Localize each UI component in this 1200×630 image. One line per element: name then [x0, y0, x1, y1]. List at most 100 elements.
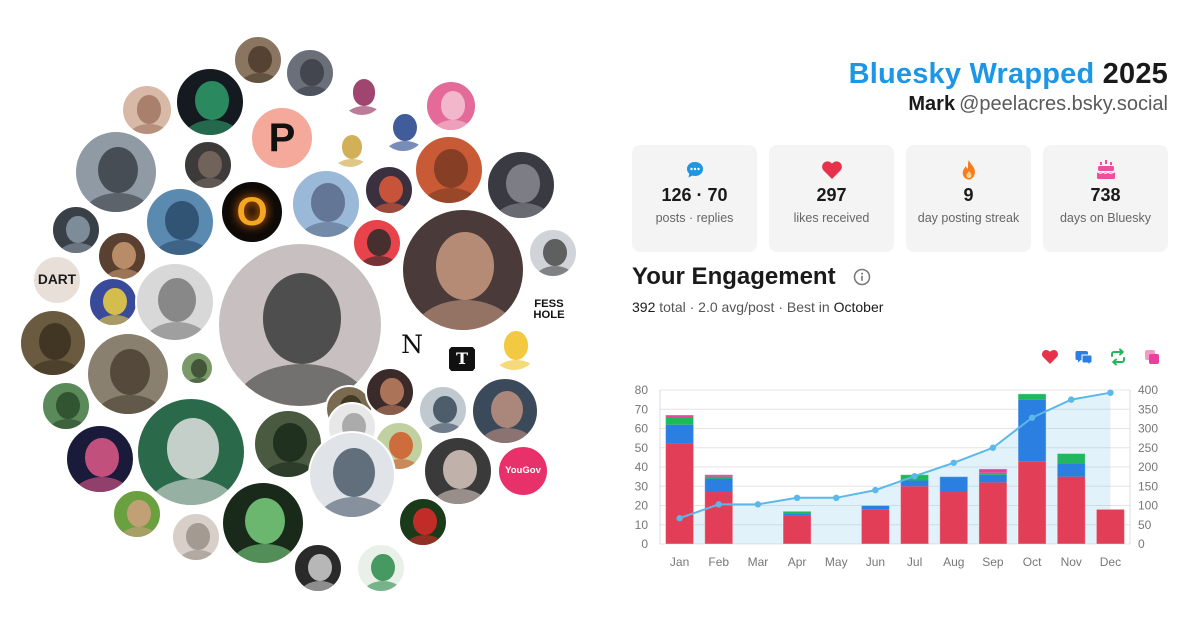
avatar-photo [300, 58, 324, 87]
follower-avatar[interactable] [352, 218, 402, 268]
cumulative-point [715, 501, 722, 508]
follower-avatar[interactable] [112, 489, 162, 539]
follower-avatar[interactable] [86, 332, 170, 416]
avatar-photo [380, 377, 404, 406]
avatar-shoulders [421, 187, 481, 203]
avatar-shoulders [82, 192, 154, 212]
avatar-shoulders [478, 428, 536, 443]
avatar-shoulders [176, 550, 219, 560]
follower-avatar[interactable] [528, 228, 578, 278]
avatar-shoulders [102, 269, 145, 279]
follower-avatar[interactable] [418, 385, 468, 435]
follower-avatar[interactable] [488, 320, 540, 372]
stat-value: 297 [816, 185, 847, 205]
quote-icon[interactable] [1143, 348, 1161, 366]
avatar-photo [198, 150, 222, 179]
avatar-shoulders [182, 119, 242, 135]
bar-segment [861, 505, 890, 510]
avatar-photo [262, 273, 342, 365]
follower-avatar[interactable] [253, 409, 323, 479]
follower-avatar[interactable] [51, 205, 101, 255]
follower-avatar[interactable]: N [392, 324, 432, 364]
avatar-shoulders [383, 141, 426, 151]
follower-avatar[interactable] [175, 67, 245, 137]
follower-avatar[interactable] [414, 135, 484, 205]
bar-segment [665, 424, 694, 444]
follower-avatar[interactable] [378, 103, 428, 153]
follower-avatar[interactable] [217, 242, 383, 408]
engagement-avg: 2.0 avg/post [698, 299, 775, 315]
follower-avatar[interactable] [364, 165, 414, 215]
follower-avatar[interactable] [88, 277, 138, 327]
user-handle[interactable]: @peelacres.bsky.social [959, 93, 1168, 115]
avatar-shoulders [290, 86, 333, 96]
follower-avatar[interactable]: O [220, 180, 284, 244]
bar-segment [1057, 476, 1086, 544]
avatar-photo [506, 164, 540, 203]
bar-segment [783, 515, 812, 544]
avatar-shoulders [370, 405, 413, 415]
follower-avatar[interactable] [180, 351, 214, 385]
follower-avatar[interactable] [291, 169, 361, 239]
follower-avatar[interactable]: P [250, 106, 314, 170]
follower-avatar[interactable] [471, 377, 539, 445]
avatar-photo [38, 322, 72, 361]
avatar-photo [186, 522, 210, 551]
heart-icon[interactable] [1041, 348, 1059, 366]
y-tick-label: 10 [635, 518, 649, 532]
replies-icon[interactable] [1075, 348, 1093, 366]
follower-avatar[interactable] [221, 481, 305, 565]
follower-avatar[interactable] [425, 80, 477, 132]
follower-avatar[interactable] [97, 231, 147, 281]
header: Bluesky Wrapped 2025 Mark @peelacres.bsky… [849, 58, 1168, 116]
cumulative-point [989, 444, 997, 451]
follower-avatar[interactable] [145, 187, 215, 257]
bar-segment [978, 472, 1007, 475]
follower-avatar[interactable] [19, 309, 87, 377]
y2-tick-label: 100 [1138, 499, 1158, 513]
follower-avatar[interactable] [486, 150, 556, 220]
follower-avatar[interactable] [338, 69, 386, 117]
follower-avatar[interactable] [423, 436, 493, 506]
follower-avatar[interactable]: DART [32, 255, 82, 305]
cumulative-point [833, 494, 840, 501]
follower-avatar[interactable] [365, 367, 415, 417]
engagement-summary: 392 total · 2.0 avg/post · Best in Octob… [632, 299, 884, 315]
follower-avatar[interactable] [285, 48, 335, 98]
follower-avatar[interactable] [135, 262, 215, 342]
stat-label: likes received [793, 211, 870, 225]
avatar-shoulders [333, 158, 370, 167]
y-tick-label: 0 [641, 537, 648, 551]
bar-segment [939, 492, 968, 544]
avatar-photo [136, 95, 162, 124]
follower-avatar[interactable]: T [444, 341, 480, 377]
avatar-shoulders [298, 221, 358, 237]
follower-avatar[interactable] [328, 125, 372, 169]
avatar-logo-text: O [236, 190, 268, 234]
avatar-photo [66, 215, 90, 244]
follower-avatar[interactable] [293, 543, 343, 593]
bar-segment [978, 482, 1007, 544]
follower-avatar[interactable] [398, 497, 448, 547]
follower-avatar[interactable] [136, 397, 246, 507]
follower-avatar[interactable] [356, 543, 406, 593]
bar-segment [978, 468, 1007, 473]
avatar-shoulders [260, 461, 320, 477]
follower-avatar[interactable] [171, 512, 221, 562]
repost-icon[interactable] [1109, 348, 1127, 366]
brand-title: Bluesky Wrapped [848, 58, 1095, 90]
follower-avatar[interactable] [41, 381, 91, 431]
follower-avatar[interactable] [65, 424, 135, 494]
follower-avatar[interactable] [183, 140, 233, 190]
avatar-shoulders [238, 73, 281, 83]
follower-avatar[interactable] [74, 130, 158, 214]
bar-outline [1017, 393, 1047, 545]
bar-segment [1018, 399, 1047, 462]
follower-avatar[interactable] [401, 208, 525, 332]
follower-avatar[interactable]: YouGov [497, 445, 549, 497]
avatar-shoulders [152, 239, 212, 255]
follower-avatar[interactable] [233, 35, 283, 85]
follower-avatar[interactable] [121, 84, 173, 136]
follower-avatar[interactable] [308, 431, 396, 519]
info-icon[interactable] [853, 268, 871, 286]
